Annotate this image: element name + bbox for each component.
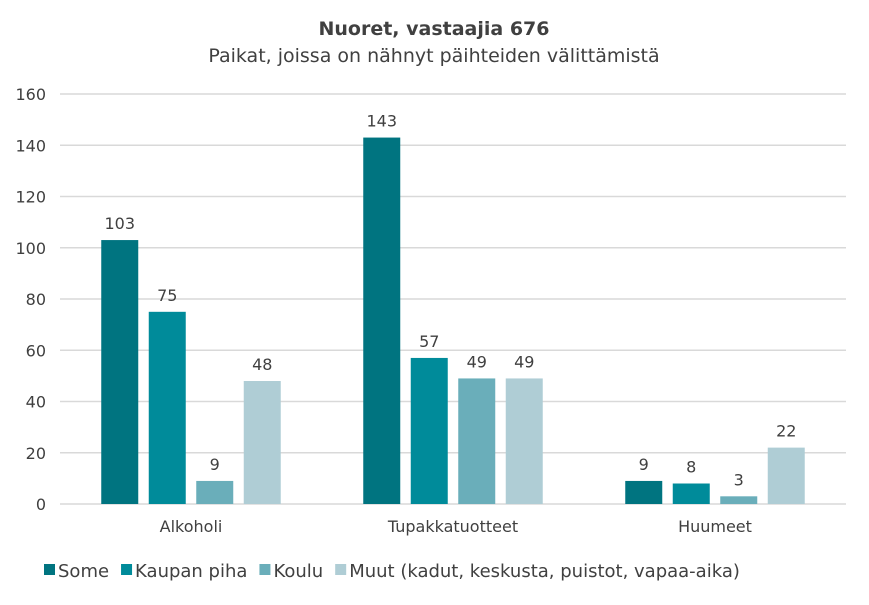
legend-label: Kaupan piha bbox=[135, 561, 247, 582]
data-label: 143 bbox=[366, 112, 397, 131]
data-label: 8 bbox=[686, 458, 696, 477]
data-label: 48 bbox=[252, 355, 272, 374]
bar bbox=[458, 378, 496, 504]
bar bbox=[672, 483, 710, 504]
legend: Some Kaupan piha Koulu Muut (kadut, keskust… bbox=[44, 561, 740, 582]
data-label: 57 bbox=[419, 332, 439, 351]
data-label: 75 bbox=[157, 286, 177, 305]
legend-swatch bbox=[44, 564, 55, 575]
legend-swatch bbox=[259, 564, 271, 575]
y-tick-label: 160 bbox=[15, 85, 46, 104]
legend-swatch bbox=[121, 564, 133, 575]
bar bbox=[148, 311, 186, 504]
bar bbox=[767, 447, 805, 504]
x-tick-label: Tupakkatuotteet bbox=[387, 517, 518, 536]
y-tick-label: 0 bbox=[36, 495, 46, 514]
bar bbox=[196, 480, 234, 504]
legend-label: Koulu bbox=[273, 561, 323, 582]
data-label: 9 bbox=[210, 455, 220, 474]
bar bbox=[243, 381, 281, 504]
y-tick-label: 120 bbox=[15, 188, 46, 207]
data-label: 9 bbox=[639, 455, 649, 474]
data-label: 49 bbox=[514, 352, 534, 371]
legend-label: Some bbox=[58, 561, 109, 582]
bar bbox=[505, 378, 543, 504]
y-tick-label: 60 bbox=[26, 341, 46, 360]
chart-title: Nuoret, vastaajia 676 bbox=[318, 18, 549, 40]
bar bbox=[101, 240, 139, 504]
legend-label: Muut (kadut, keskusta, puistot, vapaa-ai… bbox=[349, 561, 740, 582]
data-label: 3 bbox=[734, 470, 744, 489]
bar bbox=[720, 496, 758, 504]
y-tick-label: 80 bbox=[26, 290, 46, 309]
data-label: 103 bbox=[104, 214, 135, 233]
data-label: 22 bbox=[776, 422, 796, 441]
x-tick-label: Huumeet bbox=[678, 517, 752, 536]
legend-swatch bbox=[335, 564, 347, 575]
y-tick-label: 20 bbox=[26, 444, 46, 463]
bar bbox=[410, 357, 448, 504]
x-tick-label: Alkoholi bbox=[160, 517, 223, 536]
chart-subtitle: Paikat, joissa on nähnyt päihteiden väli… bbox=[208, 45, 659, 67]
bar bbox=[363, 137, 401, 504]
y-tick-label: 100 bbox=[15, 239, 46, 258]
y-tick-label: 140 bbox=[15, 136, 46, 155]
y-tick-label: 40 bbox=[26, 393, 46, 412]
data-label: 49 bbox=[467, 352, 487, 371]
bar bbox=[625, 480, 663, 504]
